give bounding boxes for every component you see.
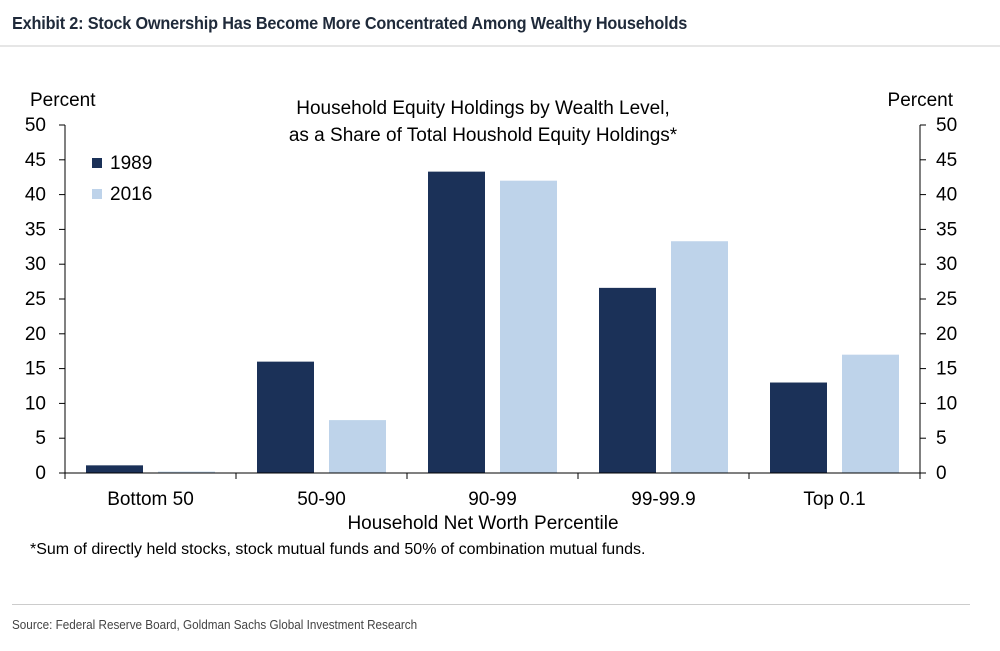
- exhibit-title: Exhibit 2: Stock Ownership Has Become Mo…: [12, 13, 688, 33]
- bar-2016-90-99: [500, 180, 557, 473]
- bar-1989-top-0-1: [770, 382, 827, 473]
- y-tick-label-left-45: 45: [25, 150, 46, 171]
- y-tick-label-right-15: 15: [936, 359, 957, 380]
- y-tick-label-left-50: 50: [25, 115, 46, 136]
- chart: Household Equity Holdings by Wealth Leve…: [25, 90, 957, 534]
- bar-1989-50-90: [257, 361, 314, 473]
- y-tick-label-left-10: 10: [25, 393, 46, 414]
- bar-1989-99-99-9: [599, 287, 656, 473]
- y-tick-label-right-0: 0: [936, 463, 947, 484]
- chart-title-line-2: as a Share of Total Houshold Equity Hold…: [289, 125, 678, 146]
- y-tick-label-right-40: 40: [936, 185, 957, 206]
- legend-swatch-1989: [92, 158, 102, 168]
- y-tick-label-right-5: 5: [936, 428, 947, 449]
- x-tick-label-bottom-50: Bottom 50: [107, 489, 194, 510]
- bar-2016-top-0-1: [842, 354, 899, 473]
- bar-1989-bottom-50: [86, 465, 143, 473]
- x-tick-label-top-0-1: Top 0.1: [803, 489, 865, 510]
- y-tick-label-right-10: 10: [936, 393, 957, 414]
- bars-layer: [86, 171, 899, 473]
- y-tick-label-left-25: 25: [25, 289, 46, 310]
- y-tick-label-left-5: 5: [35, 428, 46, 449]
- y-axis-label-right: Percent: [888, 90, 954, 111]
- bar-2016-50-90: [329, 420, 386, 473]
- y-tick-label-right-35: 35: [936, 219, 957, 240]
- chart-title-line-1: Household Equity Holdings by Wealth Leve…: [296, 98, 670, 119]
- chart-title: Household Equity Holdings by Wealth Leve…: [289, 98, 678, 146]
- legend: 1989 2016: [92, 153, 152, 205]
- legend-swatch-2016: [92, 189, 102, 199]
- x-axis-label: Household Net Worth Percentile: [347, 513, 618, 534]
- source-note: Source: Federal Reserve Board, Goldman S…: [12, 617, 418, 632]
- bar-1989-90-99: [428, 171, 485, 473]
- x-tick-label-90-99: 90-99: [468, 489, 517, 510]
- y-tick-label-right-25: 25: [936, 289, 957, 310]
- legend-label-2016: 2016: [110, 184, 152, 205]
- footnote: *Sum of directly held stocks, stock mutu…: [30, 541, 646, 558]
- y-tick-label-left-40: 40: [25, 185, 46, 206]
- bar-2016-bottom-50: [158, 471, 215, 473]
- y-tick-label-left-30: 30: [25, 254, 46, 275]
- axes-layer: 0 0 5 5 10 10 15 15 20 20 25 25 30 30 35 35 40 40 45 45 50 50…: [25, 115, 957, 510]
- y-tick-label-right-20: 20: [936, 324, 957, 345]
- y-tick-label-right-50: 50: [936, 115, 957, 136]
- y-tick-label-left-15: 15: [25, 359, 46, 380]
- y-tick-label-left-35: 35: [25, 219, 46, 240]
- y-tick-label-left-20: 20: [25, 324, 46, 345]
- y-tick-label-right-45: 45: [936, 150, 957, 171]
- y-tick-label-left-0: 0: [35, 463, 46, 484]
- y-tick-label-right-30: 30: [936, 254, 957, 275]
- bar-2016-99-99-9: [671, 241, 728, 473]
- y-axis-label-left: Percent: [30, 90, 96, 111]
- legend-label-1989: 1989: [110, 153, 152, 174]
- x-tick-label-99-99-9: 99-99.9: [631, 489, 695, 510]
- title-divider: [0, 45, 1000, 47]
- source-divider: [12, 604, 970, 605]
- x-tick-label-50-90: 50-90: [297, 489, 346, 510]
